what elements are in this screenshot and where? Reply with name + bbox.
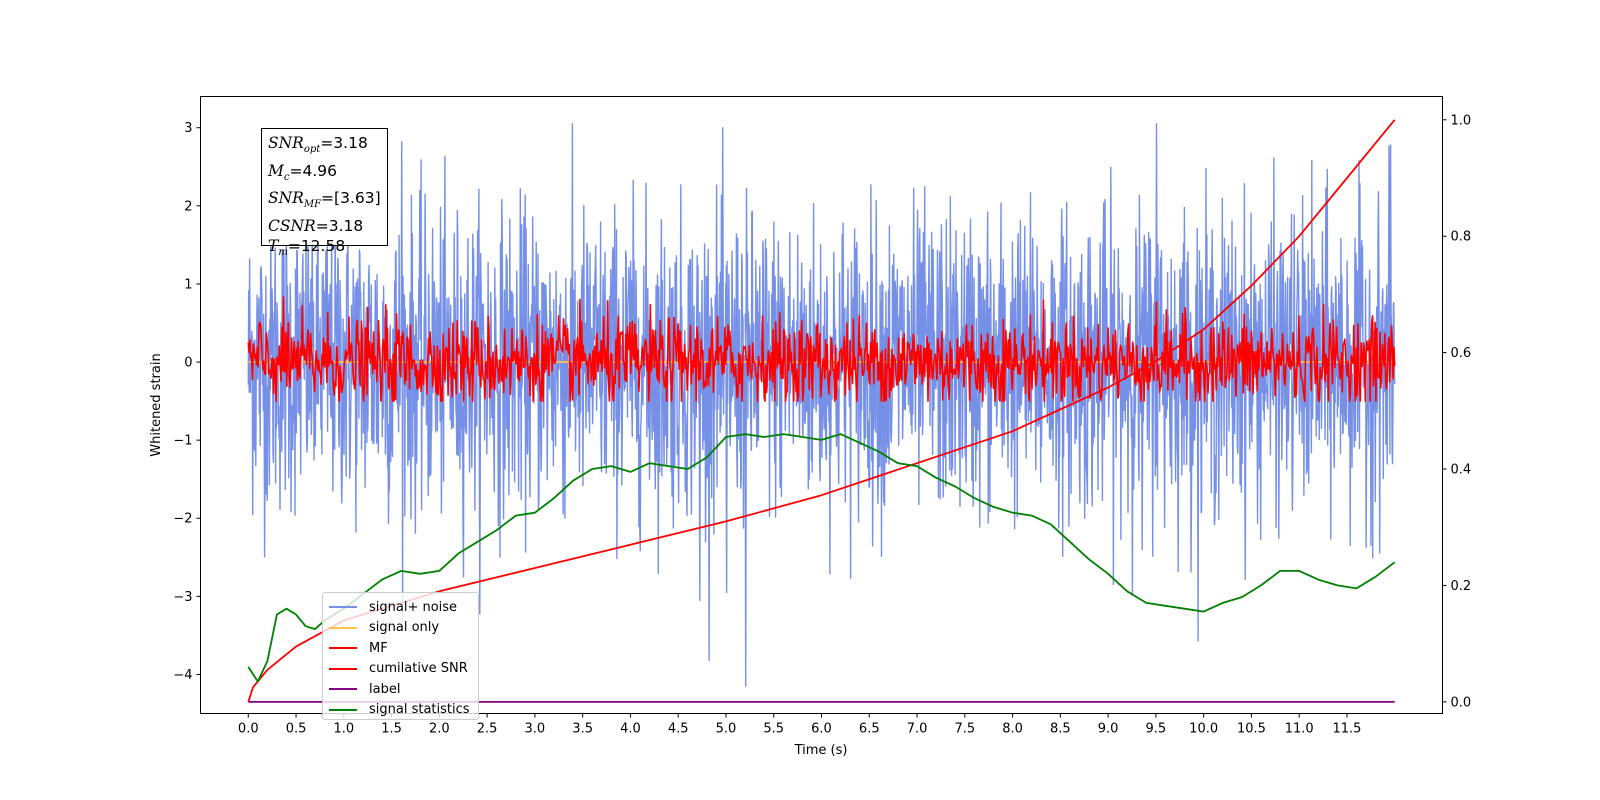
y-tick-label: 0: [184, 356, 192, 371]
x-axis-label: Time (s): [794, 743, 848, 758]
legend-item: signal statistics: [329, 700, 472, 721]
stat-symbol: CSNR: [268, 216, 316, 235]
legend-item: cumilative SNR: [329, 659, 472, 680]
x-tick-label: 11.5: [1332, 722, 1361, 737]
x-tick-label: 8.0: [1002, 722, 1023, 737]
series-line-mf: [247, 296, 1396, 402]
x-tick-label: 1.0: [333, 722, 354, 737]
stat-symbol: SNR: [268, 189, 304, 208]
x-tick-label: 2.0: [429, 722, 450, 737]
legend-label: cumilative SNR: [369, 661, 468, 677]
x-tick-label: 7.5: [954, 722, 975, 737]
stat-subscript: opt: [303, 144, 321, 156]
legend-item: label: [329, 679, 472, 700]
y-tick-label: −4: [173, 668, 192, 683]
y-tick-label: 2: [184, 199, 192, 214]
stat-symbol: T: [268, 237, 279, 256]
x-tick-label: 9.0: [1098, 722, 1119, 737]
legend-swatch: [329, 688, 357, 691]
stat-symbol: SNR: [268, 134, 304, 152]
x-tick-label: 4.0: [620, 722, 641, 737]
legend-label: signal+ noise: [369, 599, 458, 615]
legend: signal+ noise signal only MF cumilative SNR…: [322, 592, 479, 720]
stat-line: Mc=4.96: [268, 161, 381, 189]
stat-line: CSNR=3.18: [268, 216, 381, 237]
x-tick-label: 10.5: [1237, 722, 1266, 737]
y-tick-label: −3: [173, 590, 192, 605]
x-tick-label: 7.0: [907, 722, 928, 737]
y2-tick-label: 0.6: [1451, 346, 1472, 361]
series-line-signal-statistics: [247, 433, 1396, 683]
x-tick-label: 1.5: [381, 722, 402, 737]
legend-swatch: [329, 667, 357, 670]
x-tick-label: 6.0: [811, 722, 832, 737]
stat-subscript: c: [283, 171, 290, 183]
x-tick-label: 9.5: [1146, 722, 1167, 737]
y-tick-label: −2: [173, 512, 192, 527]
legend-swatch: [329, 626, 357, 629]
y2-tick-label: 0.2: [1451, 579, 1472, 594]
stat-symbol: M: [268, 161, 284, 180]
stat-line: SNRopt=3.18: [268, 133, 381, 161]
stat-value: =[3.63]: [321, 189, 381, 208]
legend-label: signal statistics: [369, 702, 470, 718]
series-line-cumilative-snr: [247, 119, 1396, 703]
x-tick-label: 3.5: [572, 722, 593, 737]
legend-label: signal only: [369, 620, 440, 636]
stat-line: SNRMF=[3.63]: [268, 188, 381, 216]
x-tick-label: 6.5: [859, 722, 880, 737]
x-tick-label: 5.0: [716, 722, 737, 737]
y2-tick-label: 1.0: [1451, 113, 1472, 128]
y-tick-label: 1: [184, 277, 192, 292]
y-tick-label: −1: [173, 434, 192, 449]
x-tick-label: 4.5: [668, 722, 689, 737]
x-tick-label: 0.5: [286, 722, 307, 737]
x-tick-label: 3.0: [525, 722, 546, 737]
stat-value: =3.18: [320, 134, 368, 152]
stat-value: =3.18: [315, 216, 364, 235]
legend-item: signal+ noise: [329, 597, 472, 618]
x-tick-label: 2.5: [477, 722, 498, 737]
stat-subscript: MF: [303, 199, 322, 211]
stat-value: =4.96: [289, 161, 337, 180]
legend-swatch: [329, 647, 357, 650]
stat-value: =12.58: [287, 237, 346, 256]
legend-item: signal only: [329, 618, 472, 639]
legend-label: MF: [369, 640, 388, 656]
legend-item: MF: [329, 638, 472, 659]
y-axis-label: Whitened strain: [149, 353, 164, 456]
legend-swatch: [329, 708, 357, 711]
x-tick-label: 8.5: [1050, 722, 1071, 737]
y2-tick-label: 0.0: [1451, 695, 1472, 710]
x-tick-label: 5.5: [763, 722, 784, 737]
stats-annotation-box: SNRopt=3.18 Mc=4.96 SNRMF=[3.63] CSNR=3.18 T…: [261, 128, 388, 258]
x-tick-label: 0.0: [238, 722, 259, 737]
legend-label: label: [369, 681, 401, 697]
y2-tick-label: 0.4: [1451, 463, 1472, 478]
x-tick-label: 11.0: [1285, 722, 1314, 737]
y-tick-label: 3: [184, 121, 192, 136]
stat-subscript: m: [278, 247, 288, 259]
stat-line: Tm=12.58: [268, 236, 381, 264]
x-tick-label: 10.0: [1189, 722, 1218, 737]
y2-tick-label: 0.8: [1451, 230, 1472, 245]
legend-swatch: [329, 606, 357, 609]
